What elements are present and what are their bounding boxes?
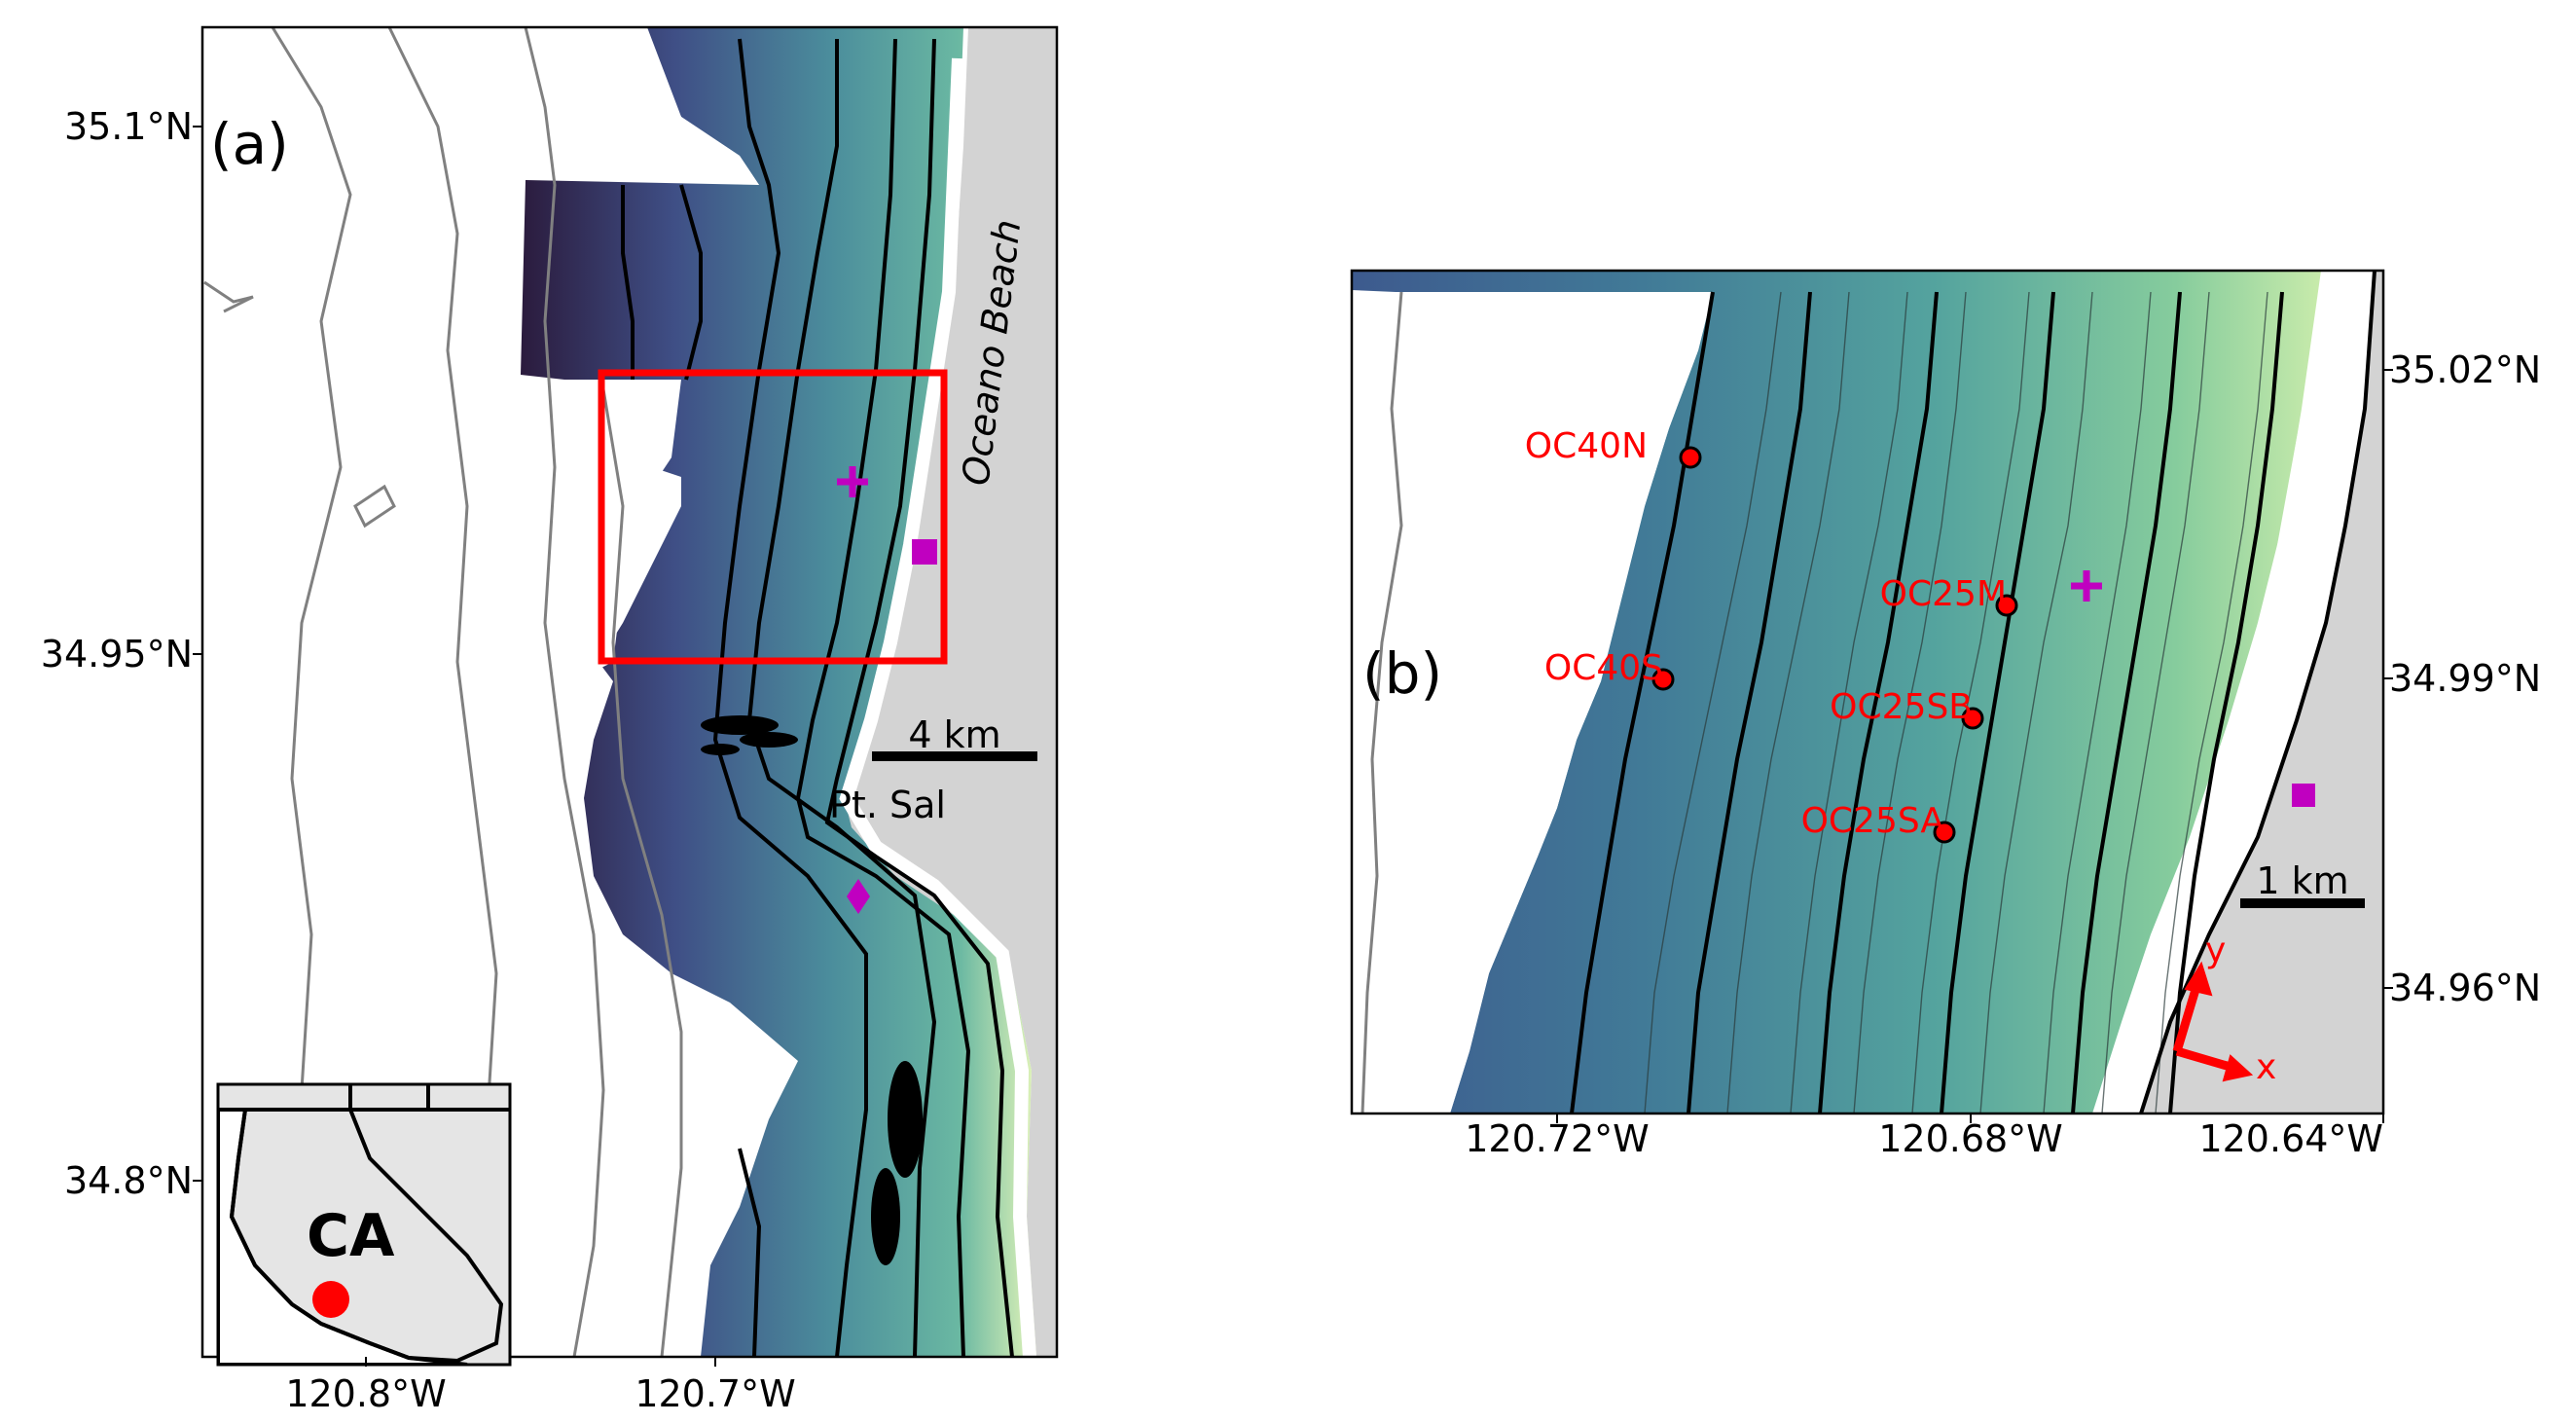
panel-a-label: (a) bbox=[210, 111, 289, 177]
scale-bar-b-label: 1 km bbox=[2256, 859, 2348, 902]
fine-contours-b bbox=[1644, 291, 2268, 1114]
study-area-box bbox=[598, 369, 948, 665]
site-marker-oc25sa: OC25SA bbox=[1801, 801, 1956, 844]
reef-blobs-a bbox=[701, 715, 923, 1265]
land-area-a bbox=[847, 27, 1057, 1357]
lon-tick-a-2: 120.7°W bbox=[635, 1372, 795, 1415]
site-label-oc40n: OC40N bbox=[1525, 426, 1648, 466]
site-marker-oc25sb: OC25SB bbox=[1830, 687, 1984, 730]
panel-b-map bbox=[1352, 271, 2383, 1114]
lat-tick-b-3: 34.96°N bbox=[2389, 967, 2541, 1009]
lon-tick-a-1: 120.8°W bbox=[285, 1372, 446, 1415]
site-label-oc25m: OC25M bbox=[1880, 574, 2007, 614]
lon-tick-b-1: 120.72°W bbox=[1465, 1117, 1650, 1160]
inset-state-label: CA bbox=[307, 1202, 395, 1270]
lat-tick-a-2: 34.95°N bbox=[41, 633, 193, 675]
site-marker-oc40n: OC40N bbox=[1525, 426, 1702, 469]
lon-tick-b-2: 120.68°W bbox=[1878, 1117, 2063, 1160]
site-label-oc25sa: OC25SA bbox=[1801, 801, 1945, 841]
panel-a-frame bbox=[200, 25, 1059, 1359]
panel-b-ticks bbox=[1556, 369, 2393, 1123]
x-axis-arrow-label: x bbox=[2256, 1047, 2276, 1087]
lat-tick-a-3: 34.8°N bbox=[64, 1159, 193, 1202]
lat-tick-b-1: 35.02°N bbox=[2389, 348, 2541, 391]
site-marker-oc40s: OC40S bbox=[1544, 648, 1675, 691]
inset-map: CA bbox=[216, 1082, 512, 1367]
site-marker-oc25m: OC25M bbox=[1880, 574, 2018, 617]
bathymetry-b bbox=[1352, 271, 2321, 1114]
bathymetry-a bbox=[521, 27, 1036, 1357]
orientation-arrows bbox=[2172, 961, 2254, 1082]
lat-tick-b-2: 34.99°N bbox=[2389, 657, 2541, 700]
site-label-oc25sb: OC25SB bbox=[1830, 687, 1973, 727]
pt-sal-label: Pt. Sal bbox=[829, 784, 946, 826]
plus-marker-b bbox=[2071, 570, 2102, 602]
site-label-oc40s: OC40S bbox=[1544, 648, 1663, 688]
lon-tick-b-3: 120.64°W bbox=[2198, 1117, 2383, 1160]
panel-b-label: (b) bbox=[1362, 640, 1442, 707]
square-marker-a bbox=[912, 539, 937, 565]
panel-a-ticks bbox=[193, 126, 716, 1367]
isobaths-a bbox=[621, 38, 1014, 1357]
square-marker-b bbox=[2292, 784, 2315, 807]
y-axis-arrow-label: y bbox=[2205, 931, 2226, 970]
site-location-dot bbox=[312, 1281, 349, 1318]
offshore-contour-b bbox=[1361, 291, 1403, 1114]
scale-bar-a-label: 4 km bbox=[908, 713, 1000, 756]
panel-b-frame bbox=[1350, 269, 2385, 1115]
isobaths-b bbox=[1570, 271, 2376, 1114]
lat-tick-a-1: 35.1°N bbox=[64, 105, 193, 148]
diamond-marker-a bbox=[847, 879, 870, 914]
plus-marker-a bbox=[837, 466, 868, 497]
